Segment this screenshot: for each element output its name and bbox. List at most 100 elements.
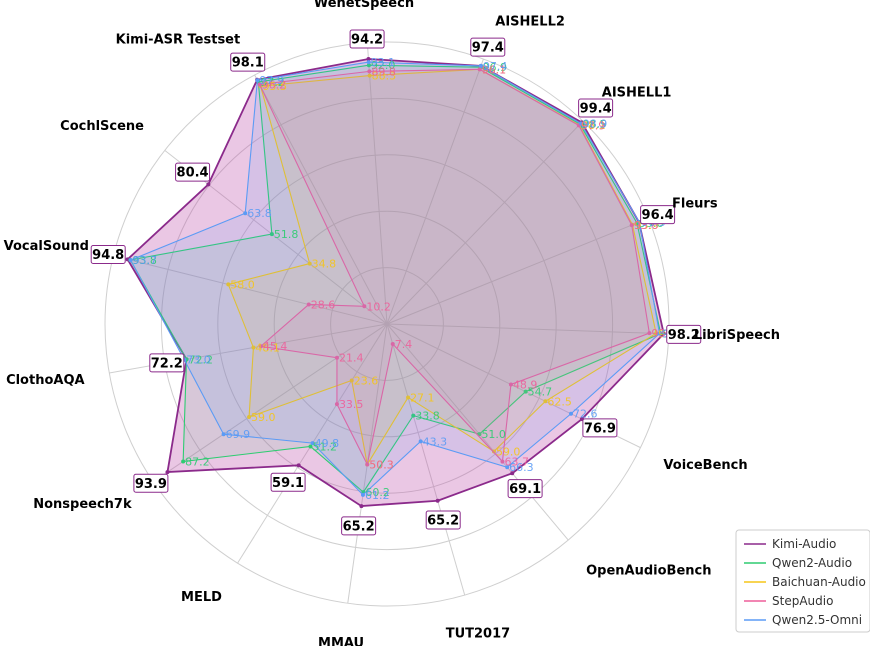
- data-point: [359, 504, 364, 509]
- value-label: 58.0: [230, 278, 255, 291]
- grid-spoke: [386, 217, 649, 325]
- kimi-badge-box: [470, 37, 506, 57]
- value-label: 96.2: [262, 78, 287, 91]
- kimi-value-badge: 96.4: [640, 205, 676, 225]
- series-area: [258, 68, 650, 467]
- grid-spoke: [386, 323, 669, 335]
- data-point: [657, 331, 662, 336]
- kimi-badge-box: [175, 162, 211, 182]
- value-label: 51.2: [312, 440, 337, 453]
- data-point: [510, 471, 515, 476]
- value-label: 48.9: [513, 378, 538, 391]
- data-point: [206, 182, 211, 187]
- kimi-value-label: 96.4: [642, 208, 674, 223]
- grid-spoke: [386, 120, 584, 325]
- data-point: [255, 78, 260, 83]
- axis-label-clothoaqa: ClothoAQA: [6, 373, 85, 388]
- value-label: 54.7: [528, 386, 553, 399]
- value-label: 88.3: [372, 70, 397, 83]
- data-point: [491, 449, 496, 454]
- kimi-badge-box: [578, 98, 614, 118]
- grid-circle: [217, 154, 557, 494]
- kimi-value-label: 69.1: [509, 482, 541, 497]
- data-point: [221, 432, 226, 437]
- data-point: [258, 344, 263, 349]
- kimi-badge-box: [640, 205, 676, 225]
- value-label: 97.9: [259, 74, 284, 87]
- data-point: [165, 470, 170, 475]
- value-label: 60.2: [365, 486, 390, 499]
- value-label: 49.8: [315, 437, 340, 450]
- value-label: 63.7: [504, 456, 529, 469]
- kimi-value-label: 80.4: [177, 166, 209, 181]
- kimi-value-label: 97.4: [472, 41, 504, 56]
- value-label: 96.9: [482, 61, 507, 74]
- data-point: [367, 73, 372, 78]
- value-label: 28.6: [311, 298, 336, 311]
- value-label: 50.3: [369, 458, 394, 471]
- value-label: 72.6: [573, 408, 598, 421]
- kimi-badge-box: [666, 324, 702, 344]
- grid-spoke: [386, 323, 569, 541]
- data-point: [257, 82, 262, 87]
- value-label: 72.2: [188, 353, 213, 366]
- axis-label-aishell1: AISHELL1: [602, 85, 672, 100]
- kimi-value-label: 94.2: [351, 33, 383, 48]
- value-label: 93.7: [133, 254, 158, 267]
- value-label: 63.8: [247, 207, 271, 220]
- data-point: [308, 444, 313, 449]
- series-area: [129, 64, 662, 493]
- data-point: [334, 402, 339, 407]
- axis-label-nonspeech7k: Nonspeech7k: [33, 497, 132, 512]
- axis-label-tut2017: TUT2017: [446, 627, 510, 642]
- data-point: [647, 331, 652, 336]
- kimi-value-label: 65.2: [427, 513, 459, 528]
- value-label: 66.3: [509, 461, 534, 474]
- data-point: [310, 441, 315, 446]
- data-point: [505, 465, 510, 470]
- kimi-value-badge: 65.2: [425, 510, 461, 530]
- axis-label-cochlscene: CochlScene: [60, 119, 144, 134]
- kimi-badge-box: [90, 244, 126, 264]
- legend-label: Baichuan-Audio: [772, 575, 866, 589]
- data-point: [508, 382, 513, 387]
- data-point: [269, 232, 274, 237]
- axis-label-librispeech: LibriSpeech: [694, 328, 780, 343]
- kimi-value-badge: 99.4: [578, 98, 614, 118]
- data-point: [251, 345, 256, 350]
- value-label: 97.9: [581, 119, 606, 132]
- data-point: [128, 258, 133, 263]
- series-area: [129, 61, 661, 496]
- kimi-value-label: 99.4: [580, 101, 612, 116]
- value-label: 33.8: [415, 410, 440, 423]
- grid-circle: [104, 41, 670, 607]
- kimi-value-label: 98.2: [668, 328, 700, 343]
- value-label: 95.5: [263, 80, 288, 93]
- axis-label-voicebench: VoiceBench: [663, 458, 747, 473]
- value-label: 89.8: [371, 65, 396, 78]
- kimi-value-label: 59.1: [272, 476, 304, 491]
- value-label: 98.1: [581, 119, 606, 132]
- value-label: 27.1: [410, 391, 435, 404]
- value-label: 62.5: [547, 395, 572, 408]
- kimi-badge-box: [133, 473, 169, 493]
- axis-label-mmau: MMAU: [318, 636, 364, 646]
- data-point: [629, 223, 634, 228]
- grid-spoke: [254, 74, 388, 325]
- data-point: [543, 399, 548, 404]
- value-label: 45.4: [263, 340, 288, 353]
- value-label: 43.3: [423, 435, 448, 448]
- data-point: [181, 459, 186, 464]
- data-point: [654, 331, 659, 336]
- value-label: 97.4: [483, 60, 508, 73]
- value-label: 59.0: [496, 445, 521, 458]
- data-point: [296, 463, 301, 468]
- axis-label-vocalsound: VocalSound: [4, 239, 89, 254]
- grid-spoke: [152, 323, 388, 483]
- data-point: [390, 342, 395, 347]
- kimi-badge-box: [149, 353, 185, 373]
- value-label: 93.1: [371, 56, 396, 69]
- value-label: 7.4: [395, 338, 413, 351]
- data-point: [411, 413, 416, 418]
